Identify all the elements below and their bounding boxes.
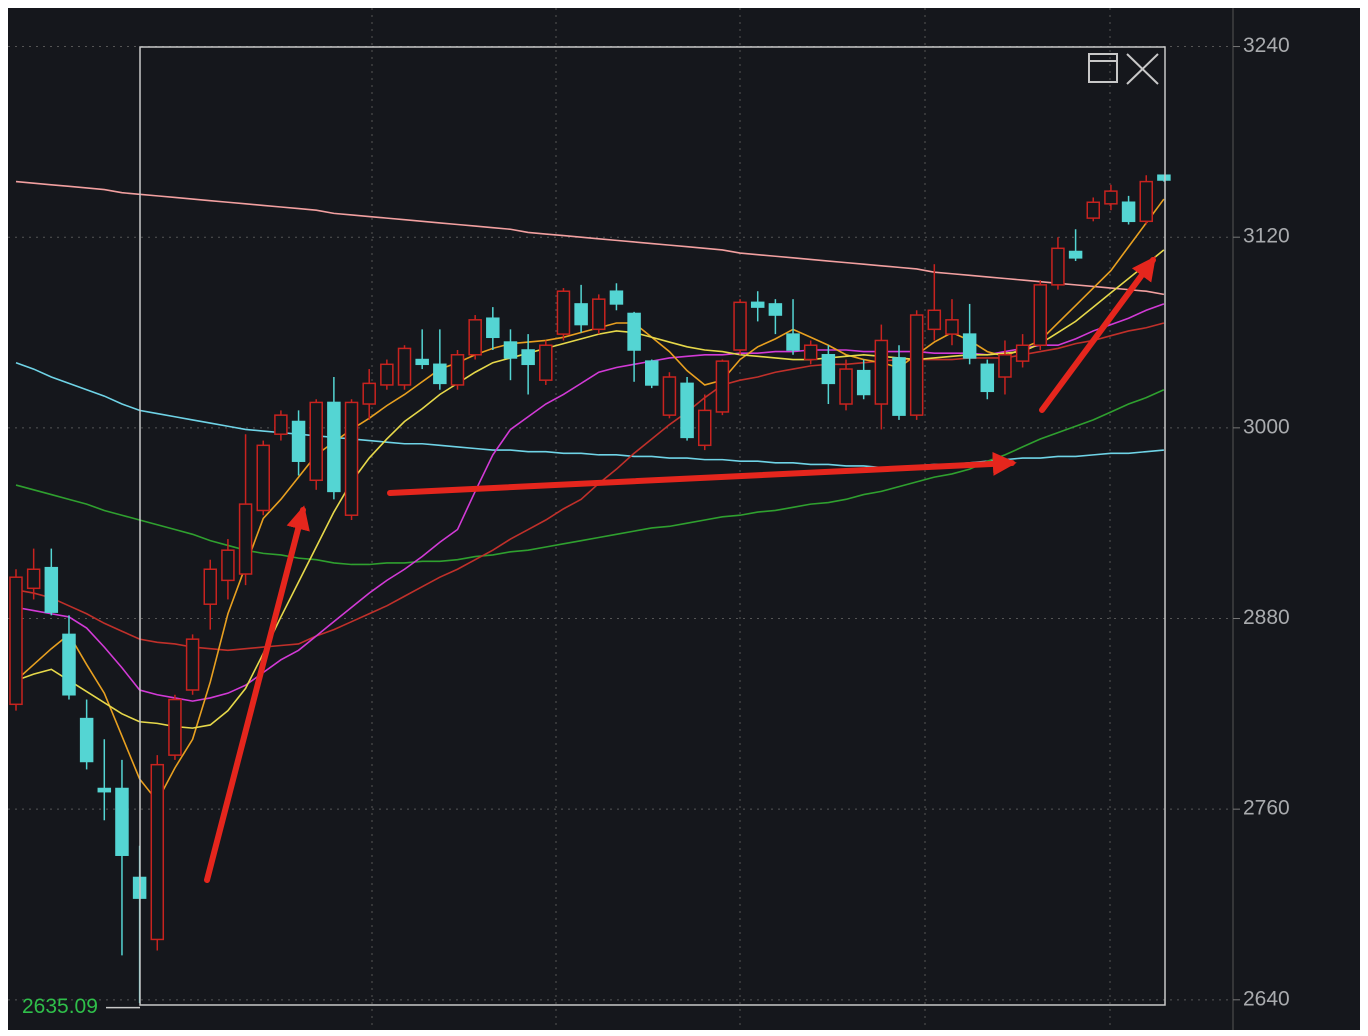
y-tick-label: 2640 — [1243, 987, 1290, 1010]
candle-body — [980, 363, 995, 393]
candle-body — [309, 401, 323, 482]
candle-body — [327, 401, 341, 493]
candle-body — [397, 347, 412, 386]
candle-body — [909, 314, 924, 416]
candle-body — [274, 414, 288, 435]
candle-body — [574, 303, 588, 326]
candle-body — [1157, 174, 1171, 181]
candle-body — [1139, 180, 1153, 223]
candle-body — [256, 444, 270, 512]
candle-body — [874, 339, 889, 405]
candle-body — [627, 312, 641, 351]
candle-body — [433, 363, 447, 385]
candle-body — [803, 344, 818, 361]
candle-body — [768, 303, 783, 316]
candle-body — [79, 717, 94, 763]
y-tick-label: 3240 — [1243, 34, 1290, 57]
vertical-grid — [371, 8, 1111, 1030]
candle-body — [680, 382, 694, 439]
candle-body — [44, 566, 59, 613]
candle-body — [1015, 344, 1030, 362]
candle-body — [26, 568, 41, 590]
candle-body — [291, 420, 306, 462]
y-tick-label: 2880 — [1243, 606, 1290, 629]
candle-body — [715, 360, 730, 413]
y-tick-label: 3120 — [1243, 225, 1290, 248]
min-price-label: 2635.09 — [22, 995, 98, 1018]
box-controls[interactable] — [1088, 53, 1159, 85]
candle-body — [821, 354, 836, 385]
y-tick-label: 3000 — [1243, 415, 1290, 438]
annotation-arrows — [204, 256, 1156, 883]
candle-body — [521, 349, 535, 366]
candle-body — [415, 358, 429, 366]
candle-body — [697, 409, 712, 447]
candle-body — [856, 369, 871, 396]
candle-body — [238, 503, 253, 575]
candle-body — [609, 290, 624, 305]
candle-body — [115, 787, 129, 856]
candle-body — [221, 549, 235, 582]
candle-body — [1121, 201, 1136, 223]
y-tick-label: 2760 — [1243, 797, 1290, 820]
candle-body — [344, 401, 359, 516]
candle-body — [503, 341, 518, 359]
candle-body — [1086, 201, 1101, 219]
candle-body — [380, 363, 394, 386]
candle-body — [185, 638, 200, 691]
candle-body — [62, 633, 76, 696]
candle-body — [539, 344, 553, 381]
candle-body — [945, 319, 959, 335]
background — [8, 8, 1360, 1030]
candle-body — [1051, 247, 1065, 286]
candle-body — [9, 576, 23, 706]
candle-body — [486, 317, 500, 339]
candle-body — [1068, 250, 1083, 259]
y-axis: 2640 2760 2880 3000 3120 3240 — [1233, 34, 1290, 1010]
candle-body — [1033, 284, 1048, 346]
candle-body — [97, 787, 112, 793]
candle-body — [733, 301, 747, 351]
candles — [9, 174, 1171, 1003]
ma-line — [15, 180, 1165, 296]
candle-body — [450, 354, 465, 386]
candle-body — [362, 382, 376, 405]
candle-body — [150, 763, 165, 941]
selection-box — [139, 46, 1166, 1006]
candle-body — [750, 301, 765, 308]
candle-body — [962, 333, 977, 359]
candle-body — [927, 309, 942, 331]
candle-body — [1104, 190, 1118, 205]
candle-body — [645, 360, 659, 386]
candle-body — [892, 357, 906, 416]
candle-body — [168, 698, 182, 756]
candle-body — [556, 290, 571, 335]
candle-body — [998, 354, 1012, 378]
candle-body — [203, 568, 218, 605]
candle-body — [839, 368, 853, 405]
candle-body — [662, 376, 677, 416]
candle-body — [786, 333, 800, 351]
candle-body — [468, 319, 482, 356]
candle-body — [592, 298, 606, 331]
